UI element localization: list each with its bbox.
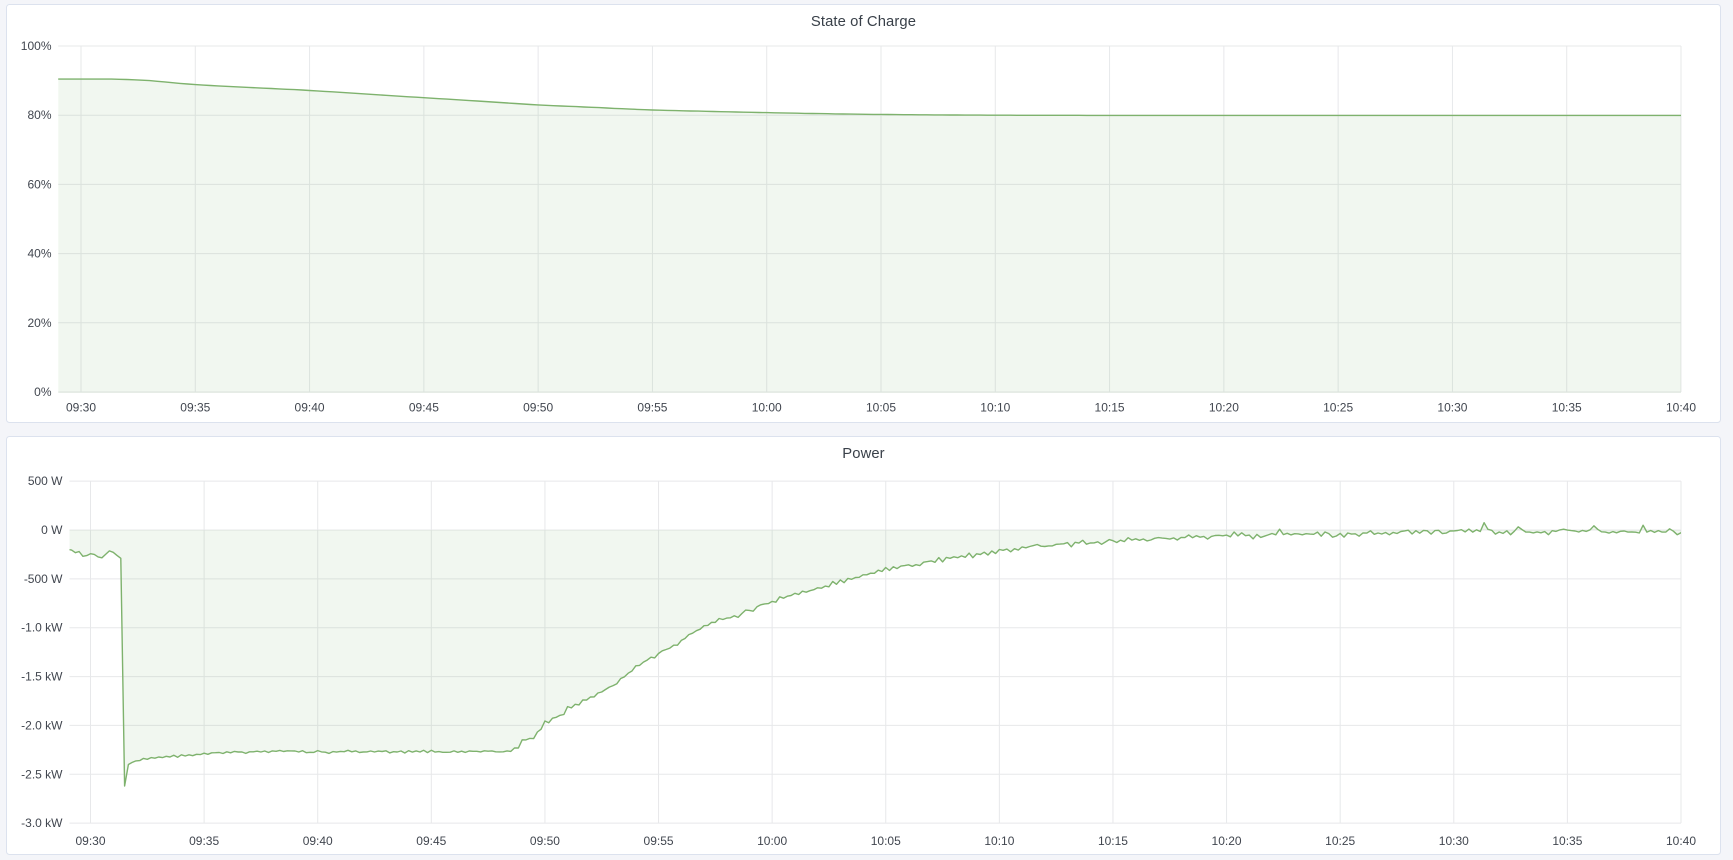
svg-text:10:25: 10:25	[1323, 401, 1353, 415]
svg-text:10:05: 10:05	[866, 401, 896, 415]
svg-text:10:10: 10:10	[984, 834, 1014, 848]
svg-text:0%: 0%	[34, 385, 52, 399]
svg-text:20%: 20%	[27, 316, 51, 330]
svg-text:10:10: 10:10	[980, 401, 1010, 415]
svg-text:100%: 100%	[21, 39, 52, 53]
svg-text:09:30: 09:30	[75, 834, 105, 848]
svg-text:10:25: 10:25	[1325, 834, 1355, 848]
svg-text:10:20: 10:20	[1209, 401, 1239, 415]
svg-text:09:50: 09:50	[530, 834, 560, 848]
svg-text:80%: 80%	[27, 108, 51, 122]
svg-text:09:45: 09:45	[416, 834, 446, 848]
svg-text:10:30: 10:30	[1437, 401, 1467, 415]
svg-text:09:45: 09:45	[409, 401, 439, 415]
svg-text:09:55: 09:55	[644, 834, 674, 848]
svg-text:10:40: 10:40	[1666, 834, 1696, 848]
svg-text:09:40: 09:40	[295, 401, 325, 415]
svg-text:10:15: 10:15	[1098, 834, 1128, 848]
svg-text:0 W: 0 W	[41, 523, 63, 537]
svg-text:09:40: 09:40	[303, 834, 333, 848]
svg-text:09:55: 09:55	[637, 401, 667, 415]
svg-text:-500 W: -500 W	[24, 572, 63, 586]
svg-text:10:15: 10:15	[1095, 401, 1125, 415]
svg-text:09:30: 09:30	[66, 401, 96, 415]
svg-text:10:20: 10:20	[1212, 834, 1242, 848]
svg-text:10:35: 10:35	[1552, 834, 1582, 848]
svg-text:10:30: 10:30	[1439, 834, 1469, 848]
svg-text:10:35: 10:35	[1552, 401, 1582, 415]
svg-text:09:50: 09:50	[523, 401, 553, 415]
svg-text:-2.0 kW: -2.0 kW	[21, 718, 63, 732]
svg-text:09:35: 09:35	[189, 834, 219, 848]
svg-text:10:05: 10:05	[871, 834, 901, 848]
svg-text:40%: 40%	[27, 247, 51, 261]
svg-text:-3.0 kW: -3.0 kW	[21, 816, 63, 830]
svg-text:-1.0 kW: -1.0 kW	[21, 621, 63, 635]
svg-text:10:00: 10:00	[752, 401, 782, 415]
svg-text:10:40: 10:40	[1666, 401, 1696, 415]
svg-text:09:35: 09:35	[180, 401, 210, 415]
svg-text:-1.5 kW: -1.5 kW	[21, 670, 63, 684]
svg-text:10:00: 10:00	[757, 834, 787, 848]
svg-text:-2.5 kW: -2.5 kW	[21, 767, 63, 781]
svg-text:500 W: 500 W	[28, 474, 63, 488]
svg-text:60%: 60%	[27, 177, 51, 191]
